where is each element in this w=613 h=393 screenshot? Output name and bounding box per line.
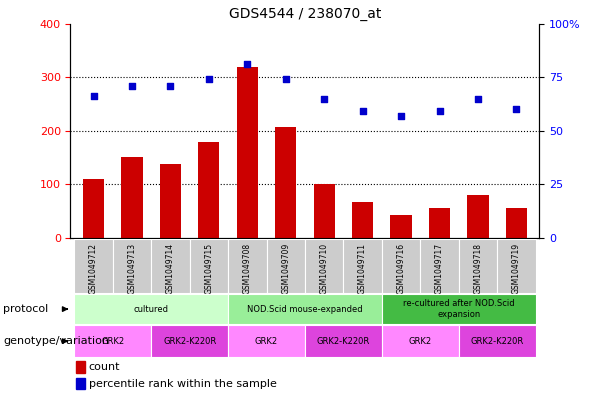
- Bar: [382, 239, 421, 293]
- Bar: [237, 68, 258, 238]
- Text: GSM1049717: GSM1049717: [435, 243, 444, 294]
- Bar: [343, 239, 382, 293]
- Bar: [121, 158, 143, 238]
- Text: GSM1049716: GSM1049716: [397, 243, 406, 294]
- Text: GSM1049713: GSM1049713: [128, 243, 137, 294]
- Bar: [228, 239, 267, 293]
- Bar: [275, 127, 296, 238]
- Bar: [198, 142, 219, 238]
- Point: [358, 108, 368, 114]
- Bar: [390, 215, 412, 238]
- Text: re-cultured after NOD.Scid
expansion: re-cultured after NOD.Scid expansion: [403, 299, 514, 319]
- Text: GRK2: GRK2: [101, 337, 124, 345]
- Text: NOD.Scid mouse-expanded: NOD.Scid mouse-expanded: [247, 305, 363, 314]
- Text: GSM1049708: GSM1049708: [243, 243, 252, 294]
- Point: [319, 95, 329, 102]
- Bar: [76, 378, 85, 389]
- Bar: [151, 239, 189, 293]
- Bar: [228, 325, 305, 357]
- Bar: [160, 164, 181, 238]
- Bar: [74, 325, 151, 357]
- Bar: [305, 239, 343, 293]
- Bar: [151, 325, 228, 357]
- Text: GSM1049710: GSM1049710: [320, 243, 329, 294]
- Text: GRK2-K220R: GRK2-K220R: [471, 337, 524, 345]
- Text: GRK2-K220R: GRK2-K220R: [317, 337, 370, 345]
- Point: [204, 76, 214, 83]
- Text: GSM1049718: GSM1049718: [473, 243, 482, 294]
- Point: [281, 76, 291, 83]
- Bar: [74, 239, 113, 293]
- Bar: [189, 239, 228, 293]
- Bar: [421, 239, 459, 293]
- Text: count: count: [89, 362, 120, 372]
- Text: GSM1049709: GSM1049709: [281, 243, 290, 294]
- Text: GSM1049715: GSM1049715: [204, 243, 213, 294]
- Bar: [228, 294, 382, 324]
- Bar: [113, 239, 151, 293]
- Point: [473, 95, 483, 102]
- Text: percentile rank within the sample: percentile rank within the sample: [89, 379, 276, 389]
- Title: GDS4544 / 238070_at: GDS4544 / 238070_at: [229, 7, 381, 21]
- Text: GSM1049711: GSM1049711: [358, 243, 367, 294]
- Bar: [76, 361, 85, 373]
- Bar: [74, 294, 228, 324]
- Bar: [429, 208, 450, 238]
- Point: [89, 93, 99, 99]
- Bar: [382, 294, 536, 324]
- Bar: [467, 195, 489, 238]
- Point: [511, 106, 521, 112]
- Text: GSM1049719: GSM1049719: [512, 243, 521, 294]
- Text: GRK2: GRK2: [409, 337, 432, 345]
- Point: [396, 112, 406, 119]
- Text: GSM1049714: GSM1049714: [166, 243, 175, 294]
- Bar: [382, 325, 459, 357]
- Text: GSM1049712: GSM1049712: [89, 243, 98, 294]
- Bar: [497, 239, 536, 293]
- Point: [242, 61, 252, 68]
- Bar: [83, 179, 104, 238]
- Point: [166, 83, 175, 89]
- Bar: [459, 325, 536, 357]
- Text: GRK2: GRK2: [255, 337, 278, 345]
- Point: [127, 83, 137, 89]
- Bar: [314, 184, 335, 238]
- Text: genotype/variation: genotype/variation: [3, 336, 109, 346]
- Bar: [305, 325, 382, 357]
- Point: [435, 108, 444, 114]
- Bar: [267, 239, 305, 293]
- Bar: [459, 239, 497, 293]
- Text: protocol: protocol: [3, 304, 48, 314]
- Bar: [506, 208, 527, 238]
- Text: cultured: cultured: [134, 305, 169, 314]
- Bar: [352, 202, 373, 238]
- Text: GRK2-K220R: GRK2-K220R: [163, 337, 216, 345]
